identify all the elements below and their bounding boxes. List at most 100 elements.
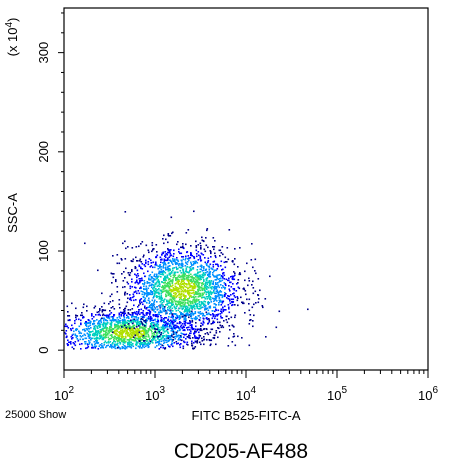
event-dot-pop2 [220,326,223,329]
event-dot-pop2 [220,260,223,263]
event-dot-pop2 [169,307,171,310]
event-dot-pop1 [150,324,153,327]
event-dot-pop2 [193,263,195,265]
event-dot-pop2 [214,269,216,272]
event-dot-pop2 [159,304,161,307]
event-dot-pop1 [126,330,128,332]
event-dot-pop1 [169,338,172,341]
event-dot-pop1 [110,319,113,322]
event-dot-pop1 [103,344,106,346]
event-dot-pop2 [208,295,211,297]
event-dot-pop2 [182,243,184,245]
event-dot-pop2 [206,298,209,300]
event-dot-pop1 [108,332,111,334]
event-dot-pop2 [162,274,165,276]
event-dot-pop2 [166,299,168,302]
event-dot-pop2 [189,310,192,313]
event-dot-pop1 [127,326,129,329]
event-dot-pop2 [176,322,179,325]
event-dot-pop2 [195,276,197,278]
event-dot-pop2 [207,291,209,294]
event-dot-pop2 [181,293,183,296]
event-dot-pop2 [145,308,148,310]
event-dot-pop2 [232,275,235,278]
event-dot-pop1 [237,335,239,338]
event-dot-pop1 [153,326,156,328]
event-dot-pop2 [204,315,206,317]
event-dot-pop1 [147,336,150,338]
event-dot-pop1 [126,317,128,319]
event-dot-pop2 [131,286,134,288]
event-dot-pop1 [137,319,139,321]
event-dot-pop2 [245,293,247,296]
event-dot-pop1 [84,341,86,343]
event-dot-pop1 [121,339,123,342]
event-dot-pop2 [171,281,174,284]
event-dot-pop1 [234,344,237,347]
event-dot-pop2 [204,283,207,285]
event-dot-pop2 [180,272,183,274]
event-dot-pop1 [102,345,104,348]
event-dot-pop1 [111,329,113,331]
event-dot-pop1 [120,324,122,327]
event-dot-pop1 [137,328,139,330]
event-dot-pop1 [123,323,126,326]
event-dot-pop2 [202,272,205,275]
event-dot-pop1 [108,317,111,320]
event-dot-pop2 [142,303,144,306]
event-dot-pop1 [219,331,221,333]
event-dot-pop2 [180,335,182,337]
event-dot-pop2 [172,255,175,258]
event-dot-pop1 [130,343,133,346]
event-dot-pop2 [203,286,206,289]
event-dot-pop1 [147,345,150,347]
event-dot-pop2 [156,277,159,280]
event-dot-pop2 [150,307,153,309]
event-dot-pop2 [143,292,146,294]
event-dot-pop2 [178,266,181,269]
event-dot-pop2 [210,299,212,301]
event-dot-pop1 [91,343,93,346]
event-dot-pop1 [93,320,95,322]
event-dot-pop1 [137,335,139,337]
event-dot-pop1 [104,314,106,317]
event-dot-pop2 [197,303,199,305]
event-dot-pop2 [251,306,254,309]
event-dot-pop1 [126,333,128,335]
event-dot-pop2 [229,329,231,331]
event-dot-pop2 [210,256,212,258]
event-dot-pop2 [152,266,154,269]
event-dot-pop2 [182,290,184,292]
event-dot-pop1 [184,334,186,336]
event-dot-pop2 [208,306,211,308]
event-dot-pop1 [151,331,153,333]
event-dot-pop2 [210,252,212,255]
event-dot-pop2 [157,336,159,338]
event-dot-pop1 [98,313,101,316]
event-dot-pop1 [120,311,122,314]
event-dot-pop2 [174,260,176,262]
event-dot-pop2 [209,298,211,301]
event-dot-pop2 [166,254,169,256]
event-dot-pop2 [137,275,140,277]
event-dot-pop1 [114,327,116,329]
event-dot-pop2 [215,314,218,316]
event-dot-pop1 [103,321,105,324]
event-dot-pop2 [180,295,183,298]
event-dot-pop2 [213,275,215,277]
event-dot-pop2 [220,265,222,267]
event-dot-pop2 [200,301,203,303]
event-dot-pop2 [127,246,129,248]
event-dot-pop1 [65,333,67,335]
event-dot-pop2 [190,253,192,255]
event-dot-pop2 [161,319,163,321]
event-dot-pop2 [178,316,180,319]
event-dot-pop2 [172,287,175,289]
event-dot-pop2 [223,282,226,284]
event-dot-pop2 [191,287,194,290]
event-dot-pop2 [145,285,148,288]
event-dot-pop1 [114,336,117,338]
event-dot-pop2 [196,284,199,287]
event-dot-pop2 [185,267,188,270]
event-dot-pop2 [201,288,204,291]
